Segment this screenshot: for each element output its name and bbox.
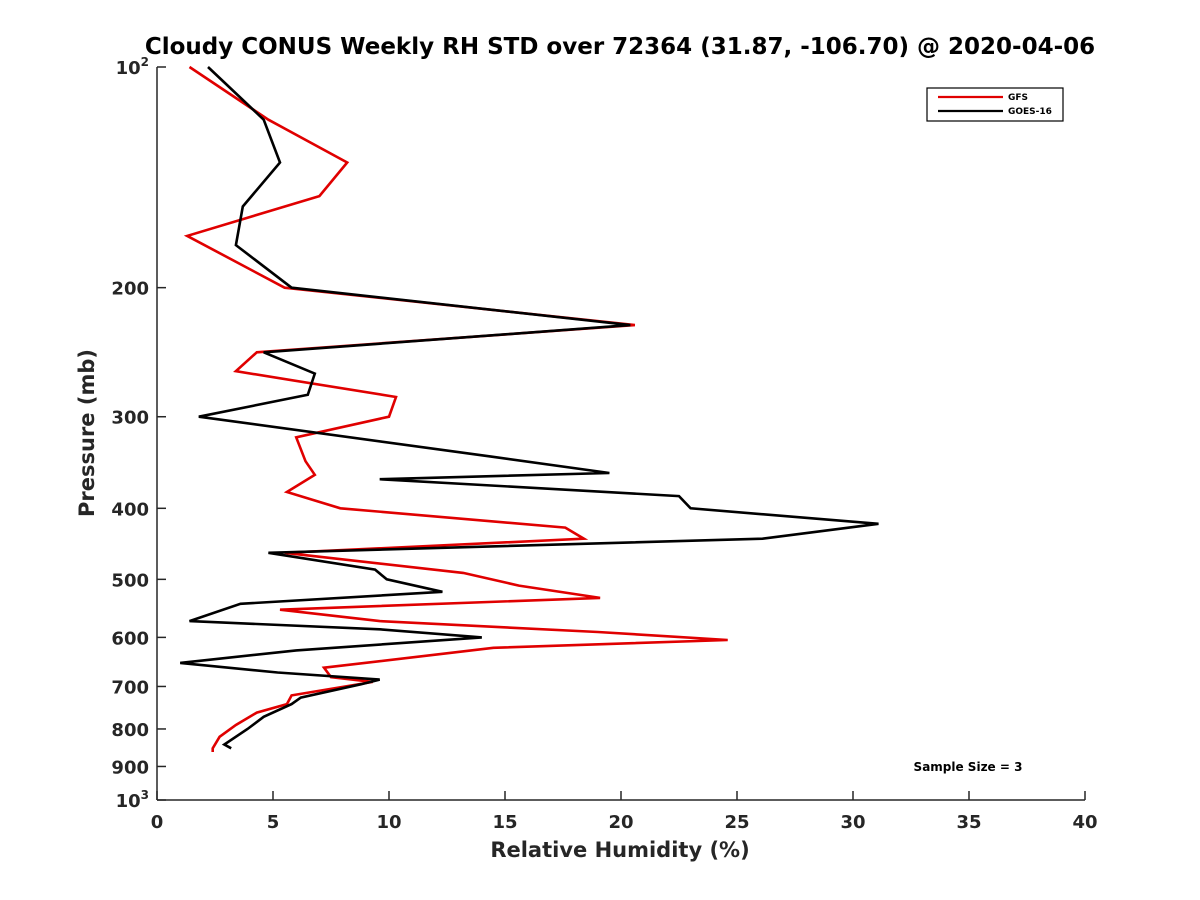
- x-tick-label: 10: [376, 812, 401, 833]
- y-tick-label: 900: [111, 757, 149, 778]
- chart-title: Cloudy CONUS Weekly RH STD over 72364 (3…: [145, 34, 1095, 60]
- x-tick-label: 5: [267, 812, 280, 833]
- x-tick-label: 35: [956, 812, 981, 833]
- x-tick-label: 40: [1072, 812, 1097, 833]
- legend-box: [926, 87, 1064, 122]
- legend: GFS GOES-16: [926, 87, 1064, 122]
- legend-label-gfs: GFS: [1008, 93, 1028, 103]
- y-tick-label: 700: [111, 677, 149, 698]
- x-tick-label: 25: [724, 812, 749, 833]
- y-tick-label: 102: [116, 55, 149, 79]
- sample-size-annotation: Sample Size = 3: [914, 760, 1023, 774]
- y-tick-label: 800: [111, 720, 149, 741]
- y-tick-label: 600: [111, 628, 149, 649]
- x-tick-label: 30: [840, 812, 865, 833]
- x-tick-label: 0: [151, 812, 164, 833]
- x-tick-label: 15: [492, 812, 517, 833]
- series-line-gfs: [183, 65, 728, 752]
- y-tick-label: 103: [116, 788, 149, 812]
- y-axis-label: Pressure (mb): [75, 349, 99, 517]
- x-tick-label: 20: [608, 812, 633, 833]
- series-layer: [180, 65, 879, 752]
- y-tick-label: 200: [111, 279, 149, 300]
- y-tick-label: 400: [111, 499, 149, 520]
- plot-axes: 0 5 10 15 20 25 30 35 40 102 200 300 400 500 600 700 800…: [111, 55, 1097, 833]
- legend-label-goes16: GOES-16: [1008, 107, 1052, 117]
- series-line-goes16: [180, 66, 879, 750]
- y-tick-label: 500: [111, 570, 149, 591]
- y-tick-label: 300: [111, 408, 149, 429]
- x-axis-label: Relative Humidity (%): [490, 838, 749, 862]
